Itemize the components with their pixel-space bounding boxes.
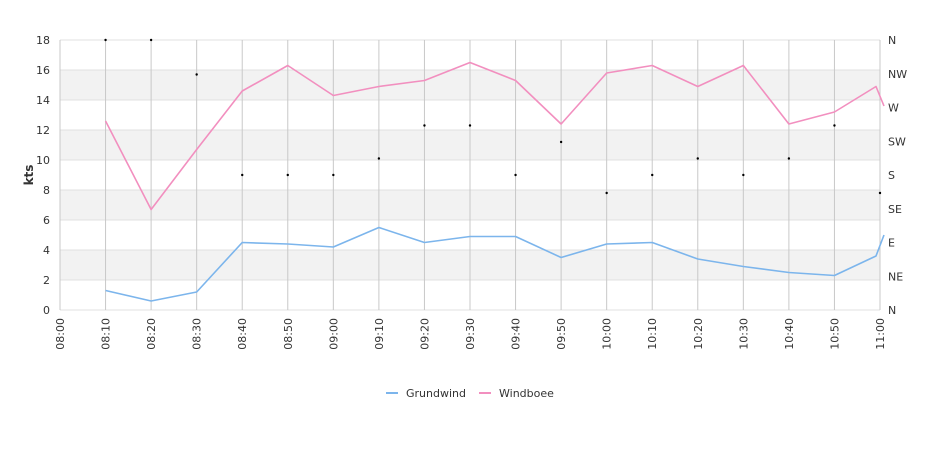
direction-tick-label: NW [888,68,907,81]
x-tick-label: 09:20 [418,318,431,350]
direction-tick-label: SE [888,203,902,216]
x-tick-label: 09:00 [327,318,340,350]
y-tick-label: 0 [43,304,50,317]
direction-point [514,173,517,177]
grundwind-line [105,226,885,302]
direction-tick-label: S [888,169,895,182]
y-tick-label: 10 [36,154,50,167]
direction-point [696,157,699,160]
grid-lines [59,39,881,311]
direction-tick-label: W [888,102,899,115]
direction-tick-label: E [888,237,895,250]
y-tick-label: 8 [43,184,50,197]
direction-point [468,124,472,127]
x-tick-label: 09:50 [555,318,568,350]
legend-item-windboee[interactable]: Windboee [479,387,554,400]
y-tick-label: 12 [36,124,50,137]
x-tick-label: 09:10 [373,318,386,350]
legend-label: Grundwind [406,387,466,400]
direction-point [377,157,381,160]
direction-point [833,124,836,127]
x-tick-label: 08:00 [54,318,67,350]
x-tick-label: 10:10 [646,318,659,350]
x-tick-label: 08:50 [282,318,295,350]
x-tick-label: 10:40 [783,318,796,350]
y-tick-label: 16 [36,64,50,77]
direction-point [605,191,608,195]
direction-tick-label: NE [888,270,903,283]
y-tick-label: 4 [43,244,50,257]
legend[interactable]: Grundwind Windboee [386,387,554,400]
legend-label: Windboee [499,387,554,400]
x-tick-label: 09:40 [510,318,523,350]
direction-point [651,173,654,177]
x-tick-label: 10:50 [828,318,841,350]
y-tick-label: 6 [43,214,50,227]
x-tick-label: 11:00 [874,318,887,350]
y-tick-label: 18 [36,34,50,47]
x-tick-label: 08:30 [191,318,204,350]
windboee-line [104,61,885,211]
x-tick-label: 10:20 [692,318,705,350]
x-tick-label: 08:40 [236,318,249,350]
direction-point [742,173,745,177]
y-axis-label: kts [22,165,36,186]
direction-point [332,173,335,177]
direction-tick-label: SW [888,135,906,148]
series-group [104,38,885,302]
y-tick-label: 14 [36,94,50,107]
direction-point [286,173,289,177]
direction-point [423,124,426,127]
x-tick-label: 10:30 [737,318,750,350]
y-axis-ticks: 0 2 4 6 8 10 12 14 16 18 [36,34,50,317]
x-axis-ticks: 08:00 08:10 08:20 08:30 08:40 08:50 09:00 09:10… [54,318,887,350]
direction-point [149,38,153,42]
direction-tick-label: N [888,34,896,47]
direction-point [195,73,198,76]
direction-tick-label: N [888,304,896,317]
direction-point [878,191,882,195]
x-tick-label: 10:00 [601,318,614,350]
direction-point [104,38,107,42]
direction-point [559,140,563,144]
right-axis-ticks: N NW W SW S SE E NE N [888,34,907,317]
x-tick-label: 08:20 [145,318,158,350]
y-tick-label: 2 [43,274,50,287]
legend-item-grundwind[interactable]: Grundwind [386,387,466,400]
direction-point [241,173,244,177]
x-tick-label: 08:10 [100,318,113,350]
direction-point [787,157,791,160]
x-tick-label: 09:30 [464,318,477,350]
